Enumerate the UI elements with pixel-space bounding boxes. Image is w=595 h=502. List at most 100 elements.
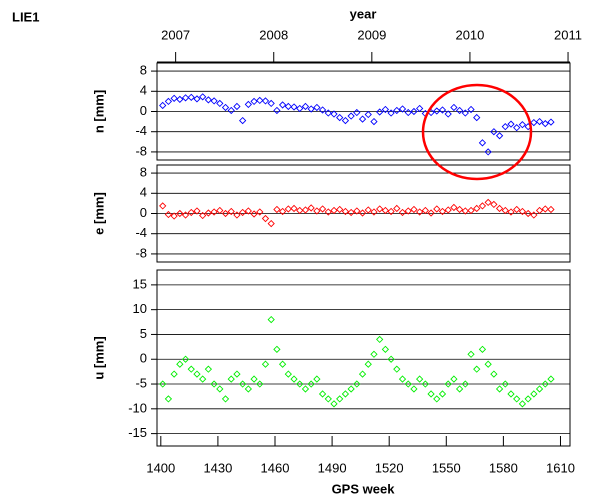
data-point — [541, 119, 549, 128]
data-point — [444, 206, 452, 214]
data-point — [524, 209, 532, 218]
y-tick-label: 10 — [133, 301, 147, 316]
data-point — [250, 375, 258, 383]
data-point — [341, 390, 350, 398]
data-point — [273, 345, 281, 353]
data-point — [216, 206, 224, 215]
data-point — [159, 202, 167, 210]
data-point — [347, 112, 355, 120]
data-point — [507, 390, 515, 398]
highlight-circle — [421, 83, 533, 181]
x2-tick-label: 2011 — [554, 27, 582, 42]
data-point — [170, 370, 178, 378]
data-point — [193, 370, 201, 378]
data-point — [221, 209, 230, 218]
data-point — [193, 207, 201, 215]
data-point — [296, 380, 304, 388]
data-point — [478, 139, 487, 147]
data-point — [387, 355, 395, 363]
data-point — [199, 93, 207, 101]
data-point — [490, 128, 498, 136]
data-point — [467, 350, 475, 358]
data-point — [495, 204, 504, 213]
y-axis-label: e [mm] — [91, 192, 106, 235]
data-point — [513, 205, 521, 214]
x-tick-label: 1490 — [318, 460, 347, 475]
data-point — [387, 109, 395, 117]
data-point — [393, 365, 401, 373]
data-point — [176, 95, 184, 104]
data-point — [398, 105, 407, 113]
data-point — [244, 385, 252, 393]
x-tick-label: 1580 — [489, 460, 518, 475]
data-point — [358, 370, 367, 378]
data-point — [313, 375, 321, 383]
data-point — [490, 370, 498, 378]
data-point — [204, 96, 213, 104]
data-point — [324, 208, 332, 216]
data-point — [518, 207, 527, 216]
data-point — [410, 385, 418, 393]
data-point — [381, 105, 390, 114]
data-point — [256, 208, 264, 216]
data-point — [461, 109, 469, 117]
data-point — [381, 345, 390, 353]
data-point — [364, 360, 372, 368]
data-point — [336, 205, 344, 214]
data-point — [227, 106, 235, 115]
y-tick-label: 15 — [133, 276, 147, 291]
data-point — [341, 116, 350, 125]
data-point — [370, 117, 378, 126]
data-point — [296, 206, 304, 215]
data-point — [484, 198, 492, 207]
data-point — [484, 360, 492, 368]
data-point — [164, 210, 173, 219]
data-point — [376, 205, 384, 213]
data-point — [535, 206, 544, 215]
data-point — [547, 118, 555, 126]
data-point — [250, 97, 258, 106]
data-point — [438, 106, 447, 114]
data-point — [176, 360, 184, 368]
data-point — [318, 205, 327, 213]
y-tick-label: 5 — [140, 326, 147, 341]
data-point — [535, 385, 544, 393]
data-point — [267, 99, 275, 108]
data-point — [535, 117, 544, 126]
data-point — [473, 204, 481, 213]
y-tick-label: -4 — [135, 225, 147, 240]
y-tick-label: -8 — [135, 245, 147, 260]
data-point — [336, 113, 344, 122]
y-tick-label: -15 — [128, 425, 147, 440]
data-point — [438, 207, 447, 216]
data-point — [541, 380, 549, 388]
data-point — [278, 207, 287, 216]
data-point — [490, 200, 498, 209]
data-point — [176, 209, 184, 218]
data-point — [393, 106, 401, 115]
data-point — [318, 390, 327, 398]
data-point — [467, 105, 475, 114]
data-point — [210, 97, 218, 105]
data-point — [159, 380, 167, 388]
data-point — [387, 207, 395, 216]
data-point — [261, 360, 270, 368]
y-tick-label: -10 — [128, 400, 147, 415]
data-point — [318, 106, 327, 114]
data-point — [461, 380, 469, 388]
y-tick-label: -4 — [135, 123, 147, 138]
data-point — [473, 113, 481, 122]
data-point — [261, 97, 270, 105]
data-point — [427, 209, 435, 217]
data-point — [313, 103, 321, 112]
data-point — [364, 110, 372, 119]
y-tick-label: -8 — [135, 143, 147, 158]
data-point — [284, 102, 292, 111]
y-axis-label: n [mm] — [91, 90, 106, 133]
data-point — [273, 205, 281, 214]
data-point — [273, 106, 281, 115]
data-point — [370, 208, 378, 216]
data-point — [324, 109, 332, 117]
data-point — [244, 207, 252, 215]
y-tick-label: 0 — [140, 205, 147, 220]
